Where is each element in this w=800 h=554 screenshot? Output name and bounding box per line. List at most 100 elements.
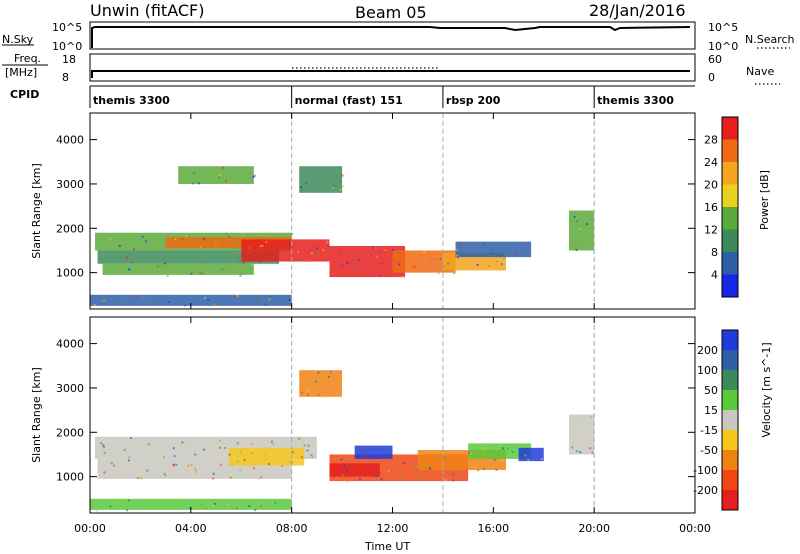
data-speckle <box>381 262 384 265</box>
data-speckle <box>452 479 455 482</box>
data-speckle <box>233 295 236 298</box>
data-speckle <box>164 474 167 477</box>
data-speckle <box>254 509 257 512</box>
data-speckle <box>214 241 217 244</box>
data-speckle <box>192 182 195 185</box>
data-speckle <box>357 258 360 261</box>
data-speckle <box>223 446 226 449</box>
data-speckle <box>304 260 307 263</box>
station-title: Unwin (fitACF) <box>90 1 204 20</box>
nsky-panel: N.Sky 10^5 10^0 10^5 10^0 N.Search <box>2 21 795 53</box>
data-speckle <box>251 264 254 267</box>
freq-panel: Freq. [MHz] 18 8 60 0 Nave <box>2 52 780 85</box>
data-speckle <box>500 263 503 266</box>
data-speckle <box>175 463 178 466</box>
colorbar-tick-label: 16 <box>704 201 718 214</box>
data-speckle <box>248 247 251 250</box>
nave-label: Nave <box>746 65 774 78</box>
data-speckle <box>391 249 394 252</box>
colorbar-tick-label: 28 <box>704 134 718 147</box>
data-speckle <box>243 458 246 461</box>
colorbar-swatch <box>722 330 738 350</box>
data-speckle <box>148 301 151 304</box>
colorbar-tick-label: 100 <box>697 364 718 377</box>
data-speckle <box>218 174 221 177</box>
data-speckle <box>128 268 131 271</box>
nsky-tick-bottom: 10^0 <box>52 40 82 53</box>
data-speckle <box>372 246 375 249</box>
colorbar-tick-label: 15 <box>704 404 718 417</box>
data-speckle <box>437 272 440 275</box>
data-speckle <box>426 464 429 467</box>
data-speckle <box>128 456 131 459</box>
data-region <box>518 447 544 462</box>
data-speckle <box>270 440 273 443</box>
x-tick-label: 00:00 <box>679 522 711 535</box>
data-speckle <box>127 499 130 502</box>
colorbar-tick-label: -15 <box>700 424 718 437</box>
data-speckle <box>253 467 256 470</box>
colorbar-swatch <box>722 252 738 275</box>
data-speckle <box>301 438 304 441</box>
data-speckle <box>324 396 327 399</box>
data-speckle <box>205 507 208 510</box>
data-speckle <box>268 462 271 465</box>
data-speckle <box>571 446 574 449</box>
data-speckle <box>490 252 493 255</box>
data-speckle <box>340 190 343 193</box>
data-speckle <box>241 233 244 236</box>
data-speckle <box>256 444 259 447</box>
freq-label: Freq. <box>14 52 41 65</box>
data-speckle <box>257 477 260 480</box>
colorbar-tick-label: 50 <box>704 384 718 397</box>
data-speckle <box>119 504 122 507</box>
data-speckle <box>140 477 143 480</box>
cpid-segment-label: rbsp 200 <box>446 94 501 107</box>
data-speckle <box>185 445 188 448</box>
data-speckle <box>423 250 426 253</box>
data-speckle <box>388 472 391 475</box>
data-speckle <box>219 446 222 449</box>
data-speckle <box>459 243 462 246</box>
data-speckle <box>239 451 242 454</box>
freq-tick-top: 18 <box>62 53 76 66</box>
data-speckle <box>251 452 254 455</box>
power-panel: 1000 2000 3000 4000 Slant Range [km] 4 8 12 16… <box>30 112 771 310</box>
data-speckle <box>204 251 207 254</box>
data-speckle <box>447 262 450 265</box>
data-region <box>468 443 532 459</box>
data-speckle <box>95 509 98 512</box>
data-speckle <box>429 468 432 471</box>
data-speckle <box>269 296 272 299</box>
data-speckle <box>162 471 165 474</box>
data-speckle <box>353 259 356 262</box>
data-speckle <box>341 174 344 177</box>
data-speckle <box>181 441 184 444</box>
data-speckle <box>456 256 459 259</box>
data-speckle <box>141 296 144 299</box>
data-speckle <box>129 437 132 440</box>
y-tick-label: 2000 <box>56 222 84 235</box>
data-speckle <box>398 263 401 266</box>
data-speckle <box>255 297 258 300</box>
data-speckle <box>419 476 422 479</box>
data-speckle <box>336 455 339 458</box>
colorbar-swatch <box>722 117 738 140</box>
data-speckle <box>307 444 310 447</box>
data-speckle <box>127 459 130 462</box>
data-speckle <box>345 468 348 471</box>
data-speckle <box>194 468 197 471</box>
data-speckle <box>575 220 578 223</box>
data-speckle <box>513 253 516 256</box>
data-speckle <box>163 472 166 475</box>
data-speckle <box>306 449 309 452</box>
data-speckle <box>203 296 206 299</box>
y-tick-label: 1000 <box>56 471 84 484</box>
data-speckle <box>372 457 375 460</box>
data-speckle <box>187 464 190 467</box>
data-speckle <box>248 461 251 464</box>
velocity-panel: 1000 2000 3000 4000 00:00 04:00 08:00 12:00 16:0… <box>30 316 773 535</box>
colorbar-swatch <box>722 430 738 450</box>
data-speckle <box>444 479 447 482</box>
data-speckle <box>141 235 144 238</box>
